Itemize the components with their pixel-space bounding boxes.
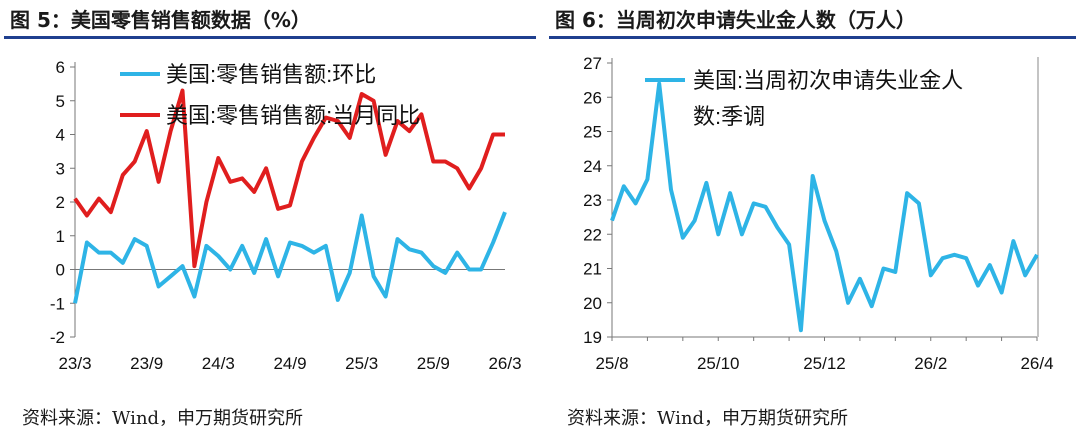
y-tick-label: -1 bbox=[50, 294, 65, 313]
title-rule bbox=[549, 36, 1076, 39]
y-tick-label: 0 bbox=[56, 261, 65, 280]
x-tick-label: 23/3 bbox=[58, 354, 91, 373]
chart-title: 图 5：美国零售销售额数据（%） bbox=[10, 8, 311, 32]
x-tick-label: 25/10 bbox=[697, 354, 740, 373]
source-note: 资料来源：Wind，申万期货研究所 bbox=[22, 408, 304, 429]
x-tick-label: 25/8 bbox=[595, 354, 628, 373]
y-tick-label: 27 bbox=[583, 54, 602, 73]
legend-label: 数:季调 bbox=[693, 104, 765, 129]
legend-label: 美国:零售销售额:环比 bbox=[166, 62, 376, 87]
x-tick-label: 26/3 bbox=[488, 354, 521, 373]
y-tick-label: 3 bbox=[56, 159, 65, 178]
y-tick-label: 20 bbox=[583, 294, 602, 313]
chart-panel-retail-sales: 图 5：美国零售销售额数据（%） -2 -1 0 1 2 3 4 5 6 23/3 23/9 24/3… bbox=[4, 8, 536, 429]
series-line-0 bbox=[73, 211, 507, 304]
y-tick-label: 24 bbox=[583, 157, 602, 176]
x-tick-label: 26/4 bbox=[1020, 354, 1053, 373]
y-tick-label: 1 bbox=[56, 227, 65, 246]
y-tick-label: 21 bbox=[583, 260, 602, 279]
y-tick-label: 4 bbox=[56, 126, 65, 145]
series-line-0 bbox=[610, 81, 1039, 333]
x-tick-label: 24/9 bbox=[273, 354, 306, 373]
retail-sales-chart: -2 -1 0 1 2 3 4 5 6 23/3 23/9 24/3 24/9 25/3 25/9 26/3 美… bbox=[50, 58, 522, 373]
y-tick-label: 22 bbox=[583, 225, 602, 244]
legend-label: 美国:当周初次申请失业金人 bbox=[693, 68, 963, 93]
x-tick-label: 25/3 bbox=[345, 354, 378, 373]
y-tick-label: 19 bbox=[583, 328, 602, 347]
x-tick-label: 25/9 bbox=[417, 354, 450, 373]
y-tick-label: 23 bbox=[583, 191, 602, 210]
x-tick-label: 26/2 bbox=[914, 354, 947, 373]
y-tick-label: 26 bbox=[583, 88, 602, 107]
y-tick-label: -2 bbox=[50, 328, 65, 347]
source-note: 资料来源：Wind，申万期货研究所 bbox=[567, 408, 849, 429]
x-tick-label: 23/9 bbox=[130, 354, 163, 373]
y-tick-label: 6 bbox=[56, 58, 65, 77]
legend-label: 美国:零售销售额:当月同比 bbox=[166, 103, 420, 128]
y-tick-label: 25 bbox=[583, 123, 602, 142]
chart-title: 图 6：当周初次申请失业金人数（万人） bbox=[555, 8, 916, 32]
jobless-claims-chart: 19 20 21 22 23 24 25 26 27 25/8 25/10 25/12 26/2 26/4… bbox=[583, 54, 1053, 373]
y-tick-label: 2 bbox=[56, 193, 65, 212]
chart-panel-jobless-claims: 图 6：当周初次申请失业金人数（万人） 19 20 21 22 23 24 25 26 27 25… bbox=[545, 0, 1080, 438]
x-tick-label: 25/12 bbox=[803, 354, 846, 373]
title-rule bbox=[4, 36, 536, 39]
y-tick-label: 5 bbox=[56, 92, 65, 111]
series-line-1 bbox=[73, 88, 505, 269]
x-tick-label: 24/3 bbox=[202, 354, 235, 373]
